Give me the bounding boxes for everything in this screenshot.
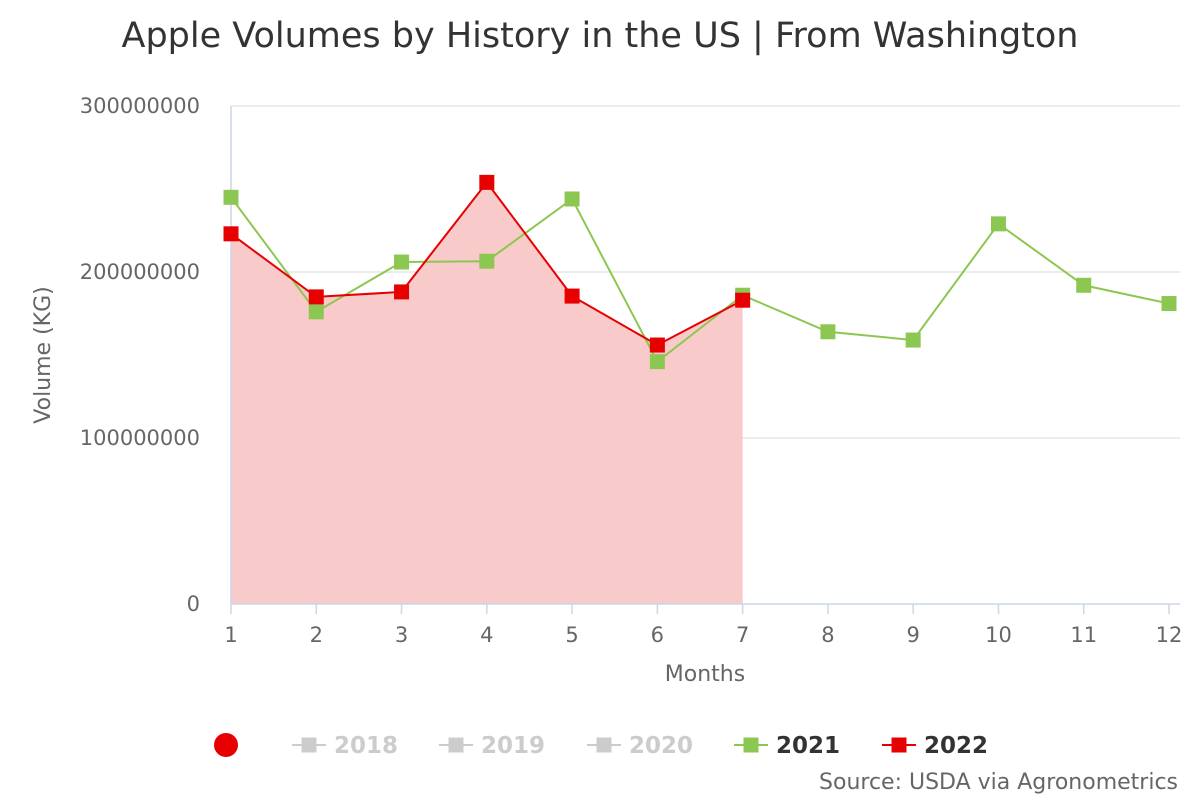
series-2022-area [231,182,743,605]
series-2022-point[interactable] [223,226,239,242]
series-2021-point[interactable] [905,332,921,348]
series-2022 [223,174,751,353]
legend-marker [301,737,317,753]
legend: 2018 2019 2020 2021 2022 [214,733,988,759]
series-2021-point[interactable] [394,254,410,270]
chart-title: Apple Volumes by History in the US | Fro… [122,16,1079,56]
legend-item-2020[interactable]: 2020 [587,733,693,759]
axes [230,106,1180,614]
y-tick-label: 0 [187,592,200,616]
series-2021 [223,189,1177,370]
series-2021-point[interactable] [1161,296,1177,312]
series-2021-point[interactable] [223,189,239,205]
x-tick-label: 4 [480,623,493,647]
legend-label: 2018 [334,733,398,759]
legend-toggle-marker[interactable] [214,733,238,757]
area-layer [231,182,743,605]
series-2022-point[interactable] [308,289,324,305]
series-2021-point[interactable] [820,324,836,340]
source-credit: Source: USDA via Agronometrics [819,770,1178,795]
series-2022-point[interactable] [479,174,495,190]
series-2021-point[interactable] [990,216,1006,232]
series-2022-point[interactable] [564,288,580,304]
legend-item-2019[interactable]: 2019 [439,733,545,759]
x-tick-label: 3 [395,623,408,647]
x-tick-label: 6 [651,623,664,647]
y-tick-label: 100000000 [80,426,200,450]
x-tick-label: 9 [906,623,919,647]
series-2021-point[interactable] [1076,277,1092,293]
series-2022-point[interactable] [649,337,665,353]
x-tick-label: 5 [565,623,578,647]
y-tick-label: 300000000 [80,94,200,118]
legend-marker [596,737,612,753]
series-2021-point[interactable] [308,304,324,320]
legend-label: 2022 [924,733,988,759]
series-layer [223,174,1177,370]
legend-label: 2019 [481,733,545,759]
x-tick-label: 8 [821,623,834,647]
x-tick-label: 12 [1156,623,1183,647]
legend-label: 2021 [776,733,840,759]
series-2021-line [230,196,1170,364]
y-axis-title: Volume (KG) [31,286,56,423]
legend-item-2021[interactable]: 2021 [734,733,840,759]
series-2022-point[interactable] [735,292,751,308]
x-tick-label: 1 [224,623,237,647]
y-tick-label: 200000000 [80,260,200,284]
series-2022-point[interactable] [394,284,410,300]
series-2021-point[interactable] [649,354,665,370]
series-2021-point[interactable] [564,191,580,207]
legend-marker [448,737,464,753]
x-tick-label: 2 [310,623,323,647]
legend-item-2022[interactable]: 2022 [882,733,988,759]
x-tick-label: 11 [1070,623,1097,647]
series-2021-point[interactable] [479,253,495,269]
x-tick-label: 7 [736,623,749,647]
x-tick-label: 10 [985,623,1012,647]
legend-item-2018[interactable]: 2018 [292,733,398,759]
x-axis-title: Months [665,662,745,687]
legend-marker [743,737,759,753]
legend-label: 2020 [629,733,693,759]
legend-marker [891,737,907,753]
